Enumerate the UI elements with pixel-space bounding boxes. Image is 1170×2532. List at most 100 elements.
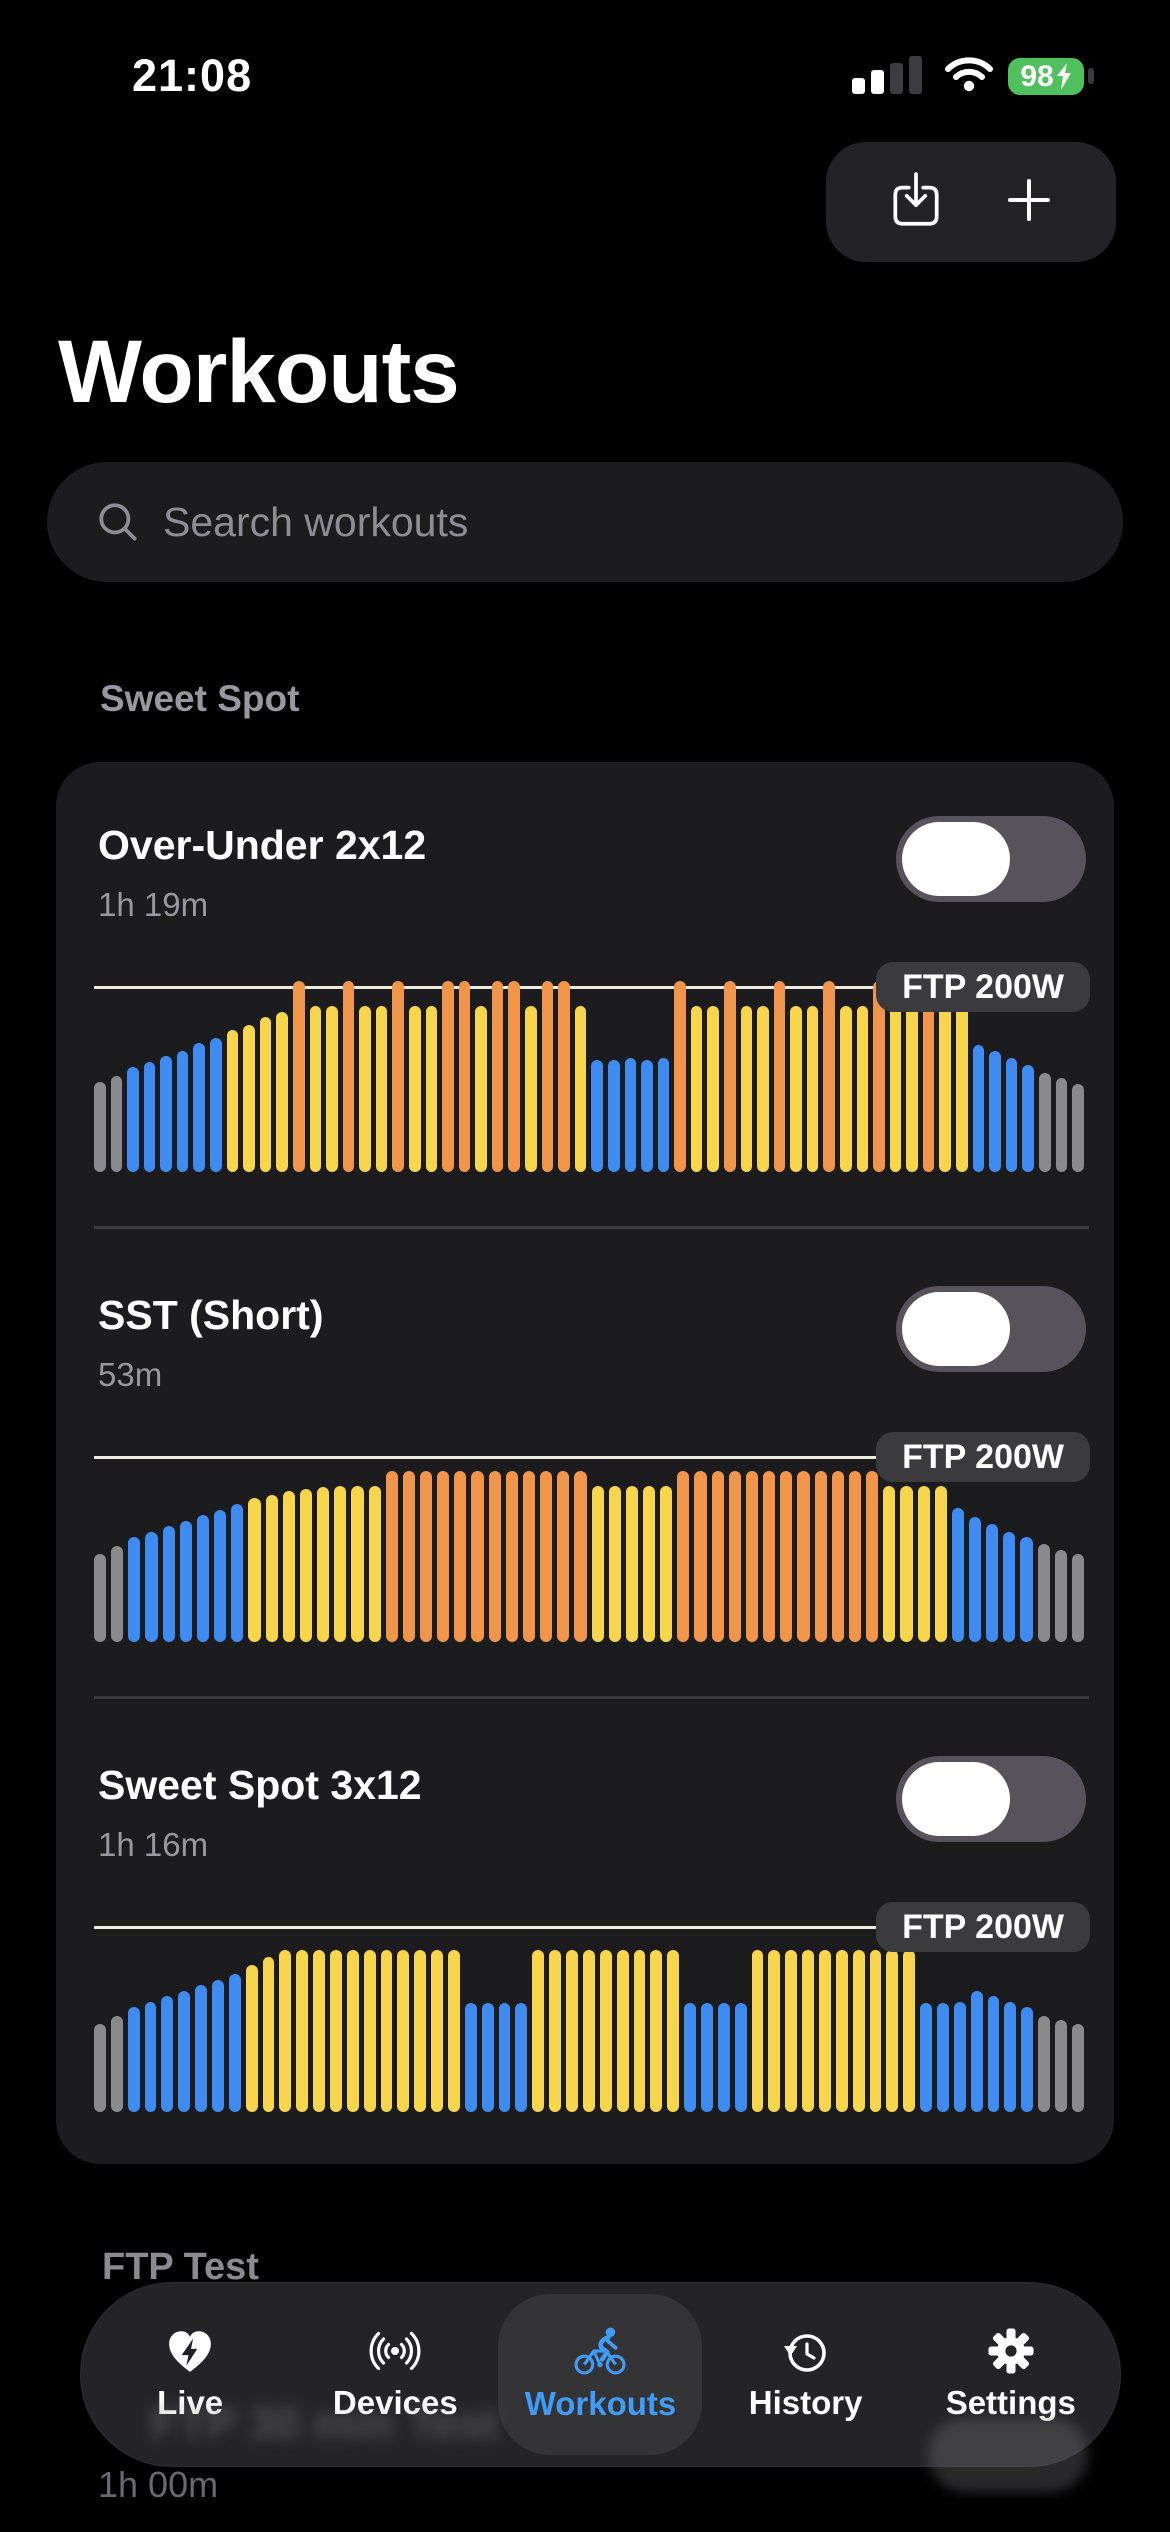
power-bar xyxy=(690,1006,703,1172)
power-bar xyxy=(214,1510,227,1642)
power-bar xyxy=(785,1950,798,2112)
power-bar xyxy=(488,1471,501,1642)
tab-label: Workouts xyxy=(524,2385,677,2422)
power-bars xyxy=(94,1918,1084,2112)
power-bar xyxy=(196,1515,210,1642)
import-workout-button[interactable] xyxy=(889,170,943,235)
power-bar xyxy=(508,981,521,1172)
power-bar xyxy=(408,1006,421,1172)
power-bar xyxy=(431,1950,444,2112)
power-bar xyxy=(110,2016,123,2112)
power-bar xyxy=(694,1471,707,1642)
power-bar xyxy=(161,1996,174,2112)
power-bar xyxy=(402,1471,415,1642)
workout-name: Over-Under 2x12 xyxy=(98,822,427,868)
power-bar xyxy=(641,1060,653,1172)
power-bar xyxy=(599,1950,612,2112)
section-header-sweet-spot: Sweet Spot xyxy=(100,678,300,719)
power-bar xyxy=(650,1950,663,2112)
page-title: Workouts xyxy=(58,321,460,421)
toolbar-pill xyxy=(826,142,1116,262)
workout-power-chart: FTP 200W xyxy=(94,1432,1090,1642)
power-bar xyxy=(1038,2016,1050,2112)
search-bar[interactable] xyxy=(47,462,1123,582)
power-bar xyxy=(176,1051,189,1172)
plus-icon xyxy=(1008,178,1051,221)
power-bar xyxy=(889,1006,902,1172)
tab-devices[interactable]: Devices xyxy=(293,2294,497,2455)
power-bar xyxy=(1003,1532,1016,1642)
power-bar xyxy=(906,1006,918,1172)
power-bar xyxy=(368,1486,381,1642)
power-bar xyxy=(917,1486,930,1642)
power-bar xyxy=(763,1471,776,1642)
tab-workouts[interactable]: Workouts xyxy=(498,2294,703,2455)
toggle-knob xyxy=(902,1292,1010,1366)
broadcast-icon xyxy=(369,2331,421,2371)
power-bar xyxy=(442,981,454,1172)
power-bar xyxy=(210,1038,222,1172)
workout-toggle[interactable] xyxy=(896,1286,1086,1372)
power-bar xyxy=(385,1471,398,1642)
power-bar xyxy=(458,981,471,1172)
workout-toggle[interactable] xyxy=(896,1756,1086,1842)
clock-history-icon xyxy=(783,2334,826,2372)
ftp-line xyxy=(94,1926,1084,1929)
tab-history[interactable]: History xyxy=(704,2294,908,2455)
power-bar xyxy=(802,1950,814,2112)
power-bar xyxy=(1022,1065,1034,1172)
power-bar xyxy=(262,1957,275,2112)
power-bar xyxy=(989,1051,1001,1172)
power-bar xyxy=(667,1950,680,2112)
power-bar xyxy=(751,1950,764,2112)
power-bar xyxy=(814,1471,827,1642)
tab-live[interactable]: Live xyxy=(88,2294,292,2455)
power-bar xyxy=(491,981,504,1172)
power-bar xyxy=(711,1471,724,1642)
tab-bar: Live Devices xyxy=(80,2282,1121,2467)
power-bar xyxy=(363,1950,376,2112)
power-bar xyxy=(279,1950,292,2112)
ftp-line xyxy=(94,986,1084,989)
power-bar xyxy=(574,1006,587,1172)
tab-label: History xyxy=(748,2384,863,2421)
power-bar xyxy=(953,2002,966,2112)
power-bar xyxy=(866,1471,879,1642)
toggle-knob xyxy=(902,822,1010,896)
power-bar xyxy=(296,1950,309,2112)
power-bar xyxy=(633,1950,646,2112)
power-bar xyxy=(414,1950,427,2112)
power-bar xyxy=(226,1030,239,1172)
tab-label: Devices xyxy=(332,2384,458,2421)
workout-toggle[interactable] xyxy=(896,816,1086,902)
power-bar xyxy=(259,1017,272,1172)
power-bar xyxy=(934,1486,947,1642)
workout-power-chart: FTP 200W xyxy=(94,1902,1090,2112)
add-workout-button[interactable] xyxy=(1005,176,1053,229)
power-bar xyxy=(558,981,570,1172)
power-bar xyxy=(522,1471,536,1642)
power-bar xyxy=(936,2003,949,2112)
power-bar xyxy=(625,1486,638,1642)
power-bar xyxy=(900,1486,913,1642)
power-bar xyxy=(745,1471,759,1642)
status-time: 21:08 xyxy=(132,50,253,101)
tab-label: Live xyxy=(157,2384,224,2421)
tab-settings[interactable]: Settings xyxy=(909,2294,1113,2455)
power-bar xyxy=(143,1062,156,1172)
power-bar xyxy=(454,1471,467,1642)
power-bar xyxy=(757,1006,769,1172)
power-bar xyxy=(179,1521,192,1642)
power-bar xyxy=(968,1517,982,1642)
power-bar xyxy=(351,1486,364,1642)
power-bar xyxy=(624,1058,637,1172)
power-bar xyxy=(471,1471,484,1642)
gear-icon xyxy=(988,2328,1034,2374)
power-bar xyxy=(835,1950,848,2112)
power-bar xyxy=(245,1965,258,2112)
search-input[interactable] xyxy=(163,498,963,546)
power-bar xyxy=(831,1471,844,1642)
power-bar xyxy=(728,1471,741,1642)
power-bar xyxy=(869,1950,882,2112)
